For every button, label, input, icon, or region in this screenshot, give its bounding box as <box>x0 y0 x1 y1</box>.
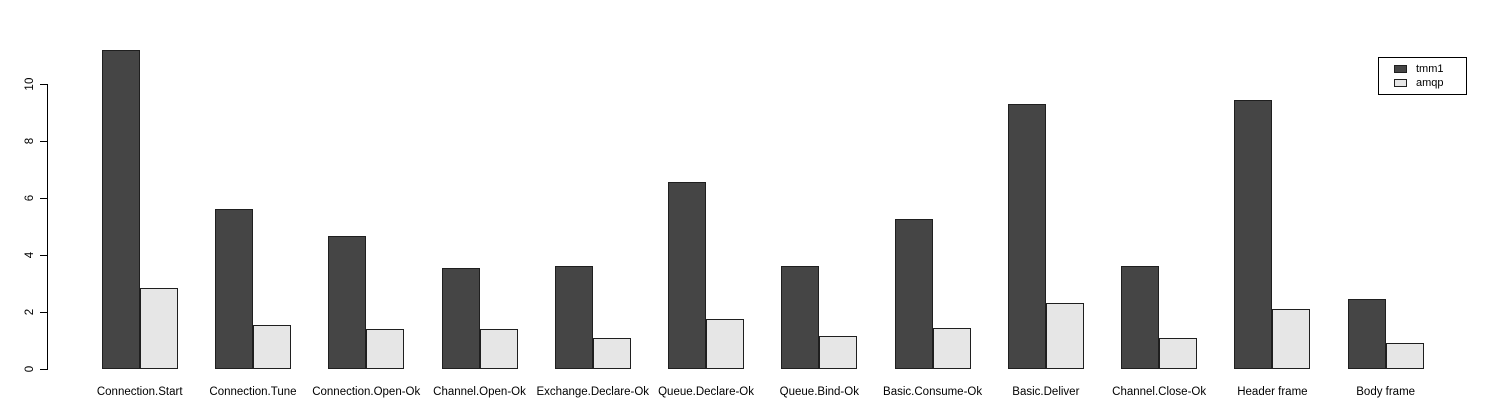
category-label: Queue.Bind-Ok <box>779 386 859 398</box>
bar-amqp <box>1159 337 1198 369</box>
category-label: Basic.Consume-Ok <box>883 386 983 398</box>
bar-tmm1 <box>554 266 593 369</box>
bar-tmm1 <box>101 49 140 369</box>
legend-entry-tmm1: tmm1 <box>1394 62 1466 75</box>
bar-amqp <box>1272 309 1311 369</box>
bar-tmm1 <box>1121 266 1160 369</box>
bar-amqp <box>706 319 745 369</box>
bar-tmm1 <box>894 219 933 369</box>
category-label: Queue.Declare-Ok <box>658 386 754 398</box>
legend-swatch-amqp <box>1394 79 1407 87</box>
category-label: Connection.Open-Ok <box>312 386 421 398</box>
bar-tmm1 <box>1347 299 1386 369</box>
bar-amqp <box>819 336 858 369</box>
category-label: Channel.Open-Ok <box>433 386 526 398</box>
legend: tmm1 amqp <box>1378 57 1467 95</box>
bar-amqp <box>366 329 405 369</box>
y-axis-line <box>47 84 48 370</box>
y-tick-mark <box>40 84 47 85</box>
category-label: Header frame <box>1237 386 1308 398</box>
bar-amqp <box>252 324 291 369</box>
legend-label-tmm1: tmm1 <box>1416 62 1444 75</box>
bar-tmm1 <box>1007 103 1046 369</box>
bar-tmm1 <box>781 266 820 369</box>
y-tick-label: 10 <box>24 77 36 91</box>
y-tick-label: 4 <box>24 251 36 259</box>
y-tick-mark <box>40 141 47 142</box>
category-label: Basic.Deliver <box>1012 386 1080 398</box>
y-tick-mark <box>40 198 47 199</box>
bar-tmm1 <box>214 209 253 369</box>
y-tick-label: 6 <box>24 194 36 202</box>
legend-swatch-tmm1 <box>1394 65 1407 73</box>
bar-amqp <box>932 327 971 369</box>
bar-tmm1 <box>1234 99 1273 369</box>
bar-amqp <box>1385 343 1424 369</box>
legend-label-amqp: amqp <box>1416 76 1444 89</box>
bar-tmm1 <box>668 182 707 369</box>
bar-amqp <box>139 287 178 369</box>
category-label: Body frame <box>1356 386 1416 398</box>
y-tick-label: 8 <box>24 137 36 145</box>
y-tick-mark <box>40 255 47 256</box>
y-tick-mark <box>40 369 47 370</box>
y-tick-label: 0 <box>24 365 36 373</box>
category-label: Connection.Tune <box>209 386 297 398</box>
bar-tmm1 <box>441 267 480 369</box>
bar-tmm1 <box>328 236 367 369</box>
category-label: Connection.Start <box>96 386 183 398</box>
bar-amqp <box>1045 303 1084 369</box>
category-label: Exchange.Declare-Ok <box>536 386 650 398</box>
bar-amqp <box>592 337 631 369</box>
category-label: Channel.Close-Ok <box>1112 386 1207 398</box>
y-tick-mark <box>40 312 47 313</box>
y-tick-label: 2 <box>24 308 36 316</box>
bar-amqp <box>479 329 518 369</box>
legend-entry-amqp: amqp <box>1394 76 1466 89</box>
